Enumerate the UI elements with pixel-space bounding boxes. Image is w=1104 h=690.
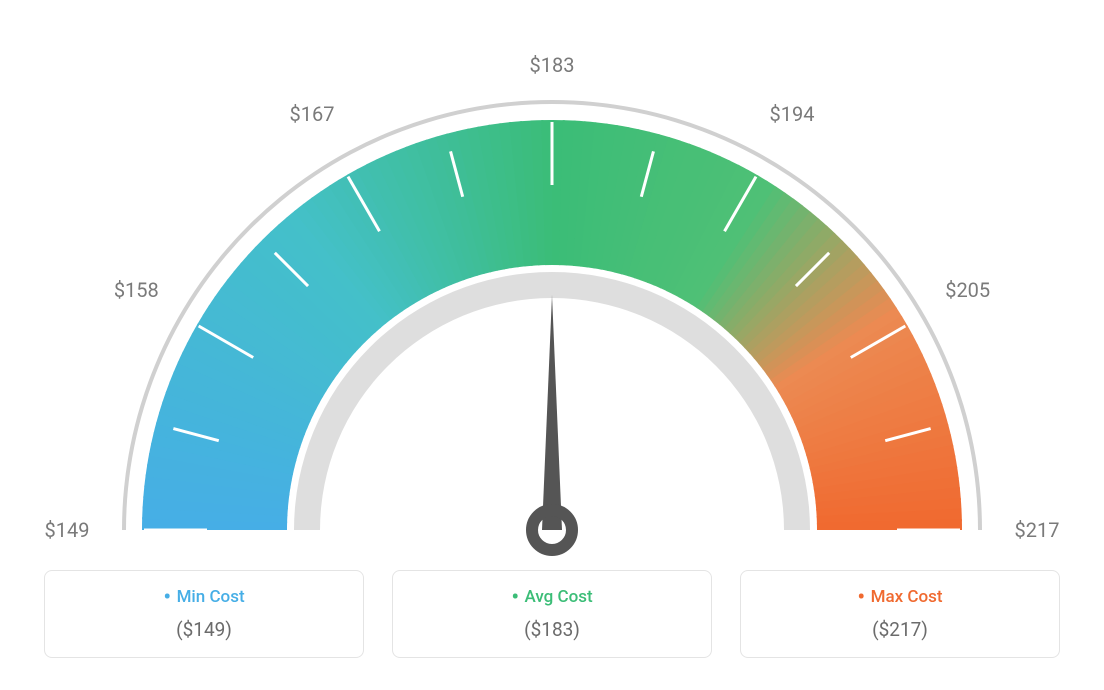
- gauge-svg: [0, 0, 1104, 560]
- gauge-chart: $149 $158 $167 $183 $194 $205 $217: [0, 0, 1104, 560]
- legend-label-avg: Avg Cost: [403, 585, 701, 610]
- gauge-tick-label: $194: [770, 102, 815, 126]
- gauge-tick-label: $183: [530, 53, 575, 77]
- gauge-tick-label: $149: [45, 518, 90, 542]
- legend-row: Min Cost ($149) Avg Cost ($183) Max Cost…: [0, 570, 1104, 658]
- legend-card-min: Min Cost ($149): [44, 570, 364, 658]
- legend-label-min: Min Cost: [55, 585, 353, 610]
- gauge-tick-label: $158: [114, 278, 159, 302]
- gauge-tick-label: $167: [290, 102, 335, 126]
- gauge-tick-label: $217: [1015, 518, 1060, 542]
- legend-label-max: Max Cost: [751, 585, 1049, 610]
- legend-value-min: ($149): [55, 618, 353, 641]
- legend-card-max: Max Cost ($217): [740, 570, 1060, 658]
- chart-container: $149 $158 $167 $183 $194 $205 $217 Min Cost ($…: [0, 0, 1104, 690]
- legend-value-avg: ($183): [403, 618, 701, 641]
- legend-value-max: ($217): [751, 618, 1049, 641]
- gauge-tick-label: $205: [945, 278, 990, 302]
- legend-card-avg: Avg Cost ($183): [392, 570, 712, 658]
